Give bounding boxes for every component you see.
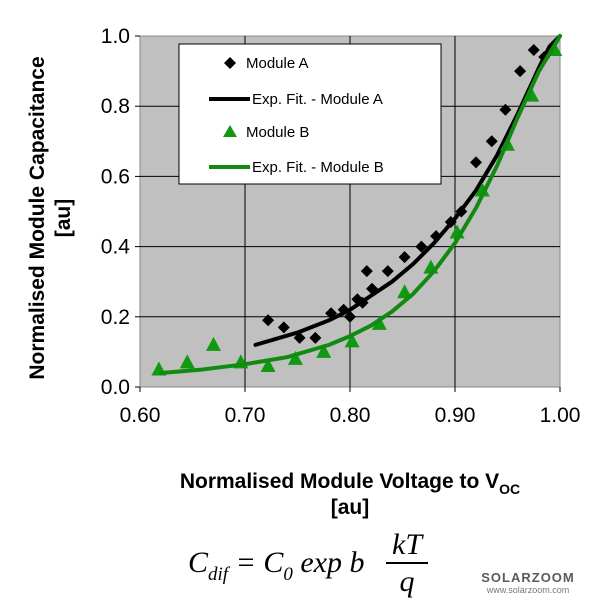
watermark-logo: SOLARZOOM www.solarzoom.com [468,570,588,595]
y-tick-label: 0.0 [101,376,130,399]
data-point-module-a [527,44,540,57]
data-point-module-a [415,240,428,253]
x-axis-ticks: 0.60 0.70 0.80 0.90 1.00 [120,387,581,427]
x-tick-label: 0.80 [330,404,371,427]
legend-marker-module-b [223,125,237,137]
y-tick-label: 0.2 [101,306,130,329]
data-point-module-a [309,331,322,344]
y-tick-label: 1.0 [101,25,130,48]
x-axis-title-main: Normalised Module Voltage to V [180,470,499,493]
capacitance-formula: Cdif = C0 exp b kT q [188,528,458,608]
chart: 0.60 0.70 0.80 0.90 1.00 0.00.20.40.60.81.0 … [26,25,581,519]
fit-line-3 [159,34,562,375]
y-axis-ticks: 0.0 0.2 0.4 0.6 0.8 1.0 [101,25,140,399]
legend-marker-module-a [224,57,236,69]
y-axis-title-line2: [au] [52,199,75,238]
formula-rhs: = C [228,546,284,579]
legend-label-fit-b: Exp. Fit. - Module B [252,159,384,176]
x-tick-label: 1.00 [540,404,581,427]
legend-box [178,43,442,185]
data-point-module-b [179,354,195,369]
data-point-module-a [277,321,290,334]
watermark-brand: SOLARZOOM [481,570,575,585]
data-point-module-a [262,314,275,327]
data-point-module-b [397,284,413,299]
y-tick-label: 0.8 [101,95,130,118]
formula-expression: Cdif = C0 exp b [188,546,365,585]
x-tick-label: 0.70 [225,404,266,427]
data-point-module-a [398,251,411,264]
formula-fraction-bar [386,562,428,564]
data-point-module-a [470,156,482,169]
formula-rhs-subscript: 0 [283,564,293,585]
formula-denominator: q [399,565,415,598]
formula-numerator: kT [392,528,422,561]
y-tick-label: 0.6 [101,165,130,188]
data-point-module-b [316,343,332,358]
y-tick-label: 0.4 [101,236,131,259]
formula-lhs: C [188,546,209,579]
data-point-module-b [344,333,360,348]
data-point-module-a [499,103,512,116]
y-axis-title: Normalised Module Capacitance [au] [26,56,75,379]
x-tick-label: 0.60 [120,404,161,427]
legend-label-module-b: Module B [246,124,309,141]
series-layer [151,34,563,376]
data-point-module-b [260,357,276,372]
watermark-url: www.solarzoom.com [486,585,570,595]
data-point-module-a [485,135,498,148]
y-axis-title-line1: Normalised Module Capacitance [26,56,49,379]
data-point-module-a [381,265,394,278]
formula-lhs-subscript: dif [208,564,229,585]
x-axis-title-line2: [au] [331,496,370,519]
data-point-module-b [206,336,221,351]
x-axis-title-line1: Normalised Module Voltage to VOC [180,470,520,497]
data-point-module-a [514,65,527,78]
legend-label-module-a: Module A [246,55,309,72]
legend: Module A Exp. Fit. - Module A Module B E… [178,43,442,185]
series-3 [159,34,562,375]
formula-rhs-tail: exp b [292,546,365,579]
data-point-module-b [474,182,490,197]
data-point-module-a [360,265,373,278]
formula-fraction: kT q [384,528,430,600]
data-point-module-a [344,310,356,323]
legend-label-fit-a: Exp. Fit. - Module A [252,91,383,108]
x-tick-label: 0.90 [435,404,476,427]
x-axis-title-subscript: OC [499,481,520,497]
data-point-module-b [287,350,303,365]
data-point-module-b [371,315,387,330]
